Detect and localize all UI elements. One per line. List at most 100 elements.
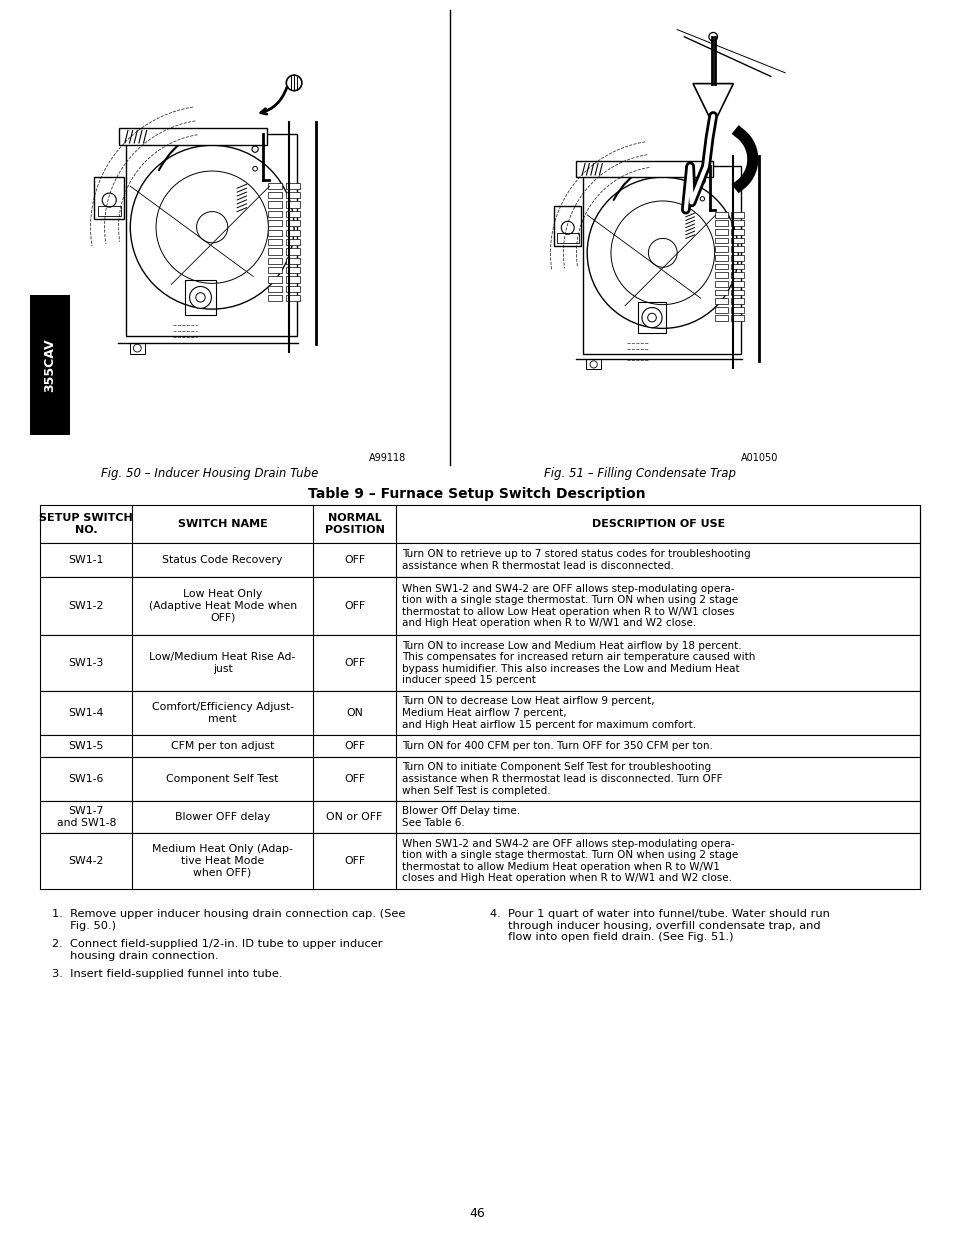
Bar [730, 298, 743, 304]
Text: When SW1-2 and SW4-2 are OFF allows step-modulating opera-
tion with a single st: When SW1-2 and SW4-2 are OFF allows step… [402, 839, 738, 883]
Text: OFF: OFF [344, 601, 365, 611]
Circle shape [647, 314, 656, 322]
Text: Table 9 – Furnace Setup Switch Description: Table 9 – Furnace Setup Switch Descripti… [308, 487, 645, 501]
Bar [40, 757, 919, 802]
Bar [286, 193, 300, 199]
Bar [268, 267, 282, 273]
Bar [268, 201, 282, 207]
Bar [730, 315, 743, 321]
Bar [714, 237, 727, 243]
Circle shape [641, 308, 661, 327]
Bar [730, 246, 743, 252]
Bar [40, 505, 919, 543]
Bar [118, 128, 267, 146]
Text: Component Self Test: Component Self Test [166, 774, 278, 784]
Circle shape [102, 193, 116, 207]
Bar [40, 577, 919, 635]
Text: ON: ON [346, 708, 363, 718]
Bar [286, 267, 300, 273]
Bar [714, 306, 727, 312]
Bar [40, 692, 919, 735]
Text: 46: 46 [469, 1207, 484, 1220]
Circle shape [253, 167, 257, 170]
Bar [730, 263, 743, 269]
Bar [730, 254, 743, 261]
Bar [286, 201, 300, 207]
Bar [268, 230, 282, 236]
Text: SW1-6: SW1-6 [69, 774, 104, 784]
Bar [730, 211, 743, 217]
Text: SWITCH NAME: SWITCH NAME [177, 519, 267, 529]
Text: SW1-3: SW1-3 [69, 658, 104, 668]
Bar [730, 220, 743, 226]
Text: Status Code Recovery: Status Code Recovery [162, 555, 282, 564]
Bar [40, 802, 919, 832]
Text: Turn ON to decrease Low Heat airflow 9 percent,
Medium Heat airflow 7 percent,
a: Turn ON to decrease Low Heat airflow 9 p… [402, 697, 696, 730]
Bar [714, 220, 727, 226]
Bar [286, 248, 300, 254]
Text: A99118: A99118 [369, 453, 406, 463]
Circle shape [133, 345, 141, 352]
Text: SW1-7
and SW1-8: SW1-7 and SW1-8 [56, 806, 115, 827]
Bar [576, 162, 713, 177]
Bar [286, 238, 300, 245]
Text: Turn ON to initiate Component Self Test for troubleshooting
assistance when R th: Turn ON to initiate Component Self Test … [402, 762, 722, 795]
Text: Low Heat Only
(Adaptive Heat Mode when
OFF): Low Heat Only (Adaptive Heat Mode when O… [149, 589, 296, 622]
Circle shape [190, 287, 212, 309]
Bar [286, 295, 300, 301]
Text: Turn ON to increase Low and Medium Heat airflow by 18 percent.
This compensates : Turn ON to increase Low and Medium Heat … [402, 641, 755, 685]
Bar [730, 306, 743, 312]
Bar [268, 277, 282, 283]
Bar [554, 206, 580, 246]
Bar [268, 258, 282, 264]
Polygon shape [692, 84, 733, 116]
Bar [730, 272, 743, 278]
Text: OFF: OFF [344, 658, 365, 668]
Bar [286, 277, 300, 283]
Circle shape [195, 293, 205, 303]
FancyArrowPatch shape [159, 131, 240, 170]
Text: DESCRIPTION OF USE: DESCRIPTION OF USE [591, 519, 724, 529]
Text: Turn ON to retrieve up to 7 stored status codes for troubleshooting
assistance w: Turn ON to retrieve up to 7 stored statu… [402, 550, 750, 571]
Text: SW4-2: SW4-2 [69, 856, 104, 866]
Circle shape [196, 211, 228, 243]
Bar [130, 342, 145, 353]
Text: NORMAL
POSITION: NORMAL POSITION [324, 514, 384, 535]
Bar [714, 211, 727, 217]
Bar [637, 301, 666, 333]
Bar [714, 246, 727, 252]
Circle shape [590, 361, 597, 368]
Text: OFF: OFF [344, 741, 365, 751]
FancyArrowPatch shape [613, 163, 688, 200]
Text: 3.  Insert field-supplied funnel into tube.: 3. Insert field-supplied funnel into tub… [52, 969, 282, 979]
Bar [286, 183, 300, 189]
Bar [714, 298, 727, 304]
Circle shape [252, 146, 258, 152]
Bar [730, 228, 743, 235]
Text: SW1-2: SW1-2 [69, 601, 104, 611]
Circle shape [699, 178, 704, 184]
Text: When SW1-2 and SW4-2 are OFF allows step-modulating opera-
tion with a single st: When SW1-2 and SW4-2 are OFF allows step… [402, 584, 738, 629]
Circle shape [286, 75, 301, 90]
Circle shape [708, 32, 717, 41]
Bar [40, 635, 919, 692]
Text: Turn ON for 400 CFM per ton. Turn OFF for 350 CFM per ton.: Turn ON for 400 CFM per ton. Turn OFF fo… [402, 741, 713, 751]
Text: 2.  Connect field-supplied 1/2-in. ID tube to upper inducer
     housing drain c: 2. Connect field-supplied 1/2-in. ID tub… [52, 939, 382, 961]
Bar [730, 280, 743, 287]
Bar [286, 211, 300, 217]
Bar [185, 280, 216, 315]
Text: SW1-5: SW1-5 [69, 741, 104, 751]
Bar [714, 280, 727, 287]
Bar [714, 263, 727, 269]
Bar [40, 735, 919, 757]
Bar [40, 543, 919, 577]
Text: Fig. 51 – Filling Condensate Trap: Fig. 51 – Filling Condensate Trap [543, 467, 735, 480]
Circle shape [700, 196, 704, 201]
Bar [286, 258, 300, 264]
Bar [94, 177, 124, 220]
Text: OFF: OFF [344, 856, 365, 866]
Bar [557, 233, 578, 243]
Text: A01050: A01050 [740, 453, 778, 463]
Bar [286, 220, 300, 226]
Bar [714, 289, 727, 295]
